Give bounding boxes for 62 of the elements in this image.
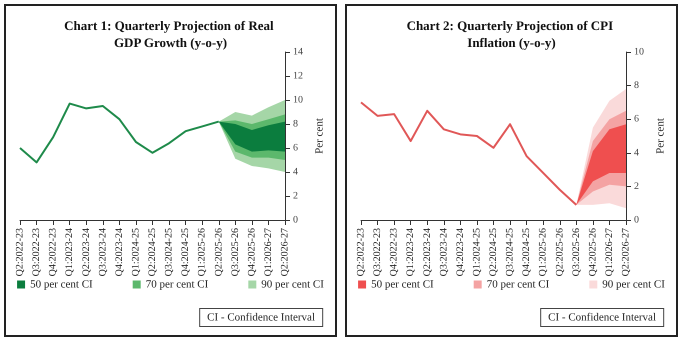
x-tick-label: Q3:2022-23	[372, 228, 384, 276]
y-tick-label: 2	[293, 190, 298, 202]
x-tick-label: Q2:2026-27	[280, 228, 290, 276]
line-series	[360, 101, 578, 206]
x-tick-label: Q1:2023-24	[405, 228, 416, 276]
x-tick-label: Q1:2024-25	[130, 228, 142, 276]
y-tick-label: 0	[634, 214, 639, 226]
x-tick-label: Q2:2023-24	[422, 228, 433, 276]
y-tick-label: 6	[634, 114, 639, 125]
legend-label: 70 per cent CI	[146, 278, 209, 290]
legend-label: 50 per cent CI	[30, 278, 94, 290]
text: CI - Confidence Interval	[548, 312, 656, 324]
y-tick-label: 4	[634, 147, 639, 158]
text: CI - Confidence Interval	[207, 312, 316, 324]
x-tick-label: Q2:2025-26	[554, 228, 566, 276]
x-tick-label: Q1:2026-27	[262, 228, 274, 276]
x-tick-label: Q1:2026-27	[604, 228, 615, 276]
x-tick-label: Q1:2023-24	[64, 228, 76, 276]
y-tick-label: 0	[293, 214, 298, 226]
y-tick-label: 10	[293, 94, 303, 106]
x-tick-label: Q2:2023-24	[80, 228, 92, 276]
x-tick-label: Q2:2026-27	[620, 228, 632, 276]
x-tick-label: Q4:2023-24	[114, 228, 125, 276]
y-tick-label: 10	[634, 46, 644, 58]
line-series	[19, 102, 220, 164]
x-tick-label: Q4:2022-23	[48, 228, 59, 276]
y-tick-label: 4	[293, 166, 298, 178]
y-tick-label: 14	[293, 46, 303, 58]
x-tick-label: Q2:2022-23	[14, 228, 26, 276]
y-tick-label: 2	[634, 180, 639, 192]
x-tick-label: Q3:2024-25	[504, 228, 516, 276]
x-tick-label: Q4:2023-24	[454, 228, 466, 276]
chart-title: Chart 2: Quarterly Projection of CPI Inflation (y-o-y)	[406, 18, 616, 50]
y-tick-label: 8	[634, 80, 639, 92]
legend-label: 90 per cent CI	[261, 278, 324, 290]
x-tick-label: Q2:2024-25	[488, 228, 499, 276]
x-tick-label: Q2:2022-23	[356, 228, 366, 276]
x-tick-label: Q4:2024-25	[180, 228, 192, 276]
x-tick-label: Q4:2025-26	[246, 228, 258, 276]
y-axis-title: Per cent	[313, 118, 326, 154]
x-tick-label: Q4:2024-25	[521, 228, 532, 276]
x-tick-label: Q1:2024-25	[471, 228, 482, 276]
chart-title: Chart 1: Quarterly Projection of Real GDP Growth (y-o-y)	[64, 18, 277, 50]
x-tick-label: Q3:2025-26	[230, 228, 241, 276]
x-tick-label: Q2:2025-26	[213, 228, 224, 276]
y-tick-label: 6	[293, 142, 298, 154]
legend-label: 90 per cent CI	[602, 278, 666, 290]
x-tick-label: Q3:2023-24	[438, 228, 450, 276]
x-tick-label: Q1:2025-26	[196, 228, 208, 276]
y-axis-title: Per cent	[654, 118, 666, 154]
legend-label: 70 per cent CI	[486, 278, 550, 290]
y-tick-label: 12	[293, 70, 303, 82]
y-tick-label: 8	[293, 118, 298, 130]
x-tick-label: Q3:2024-25	[164, 228, 175, 276]
x-tick-label: Q1:2025-26	[538, 228, 549, 276]
x-tick-label: Q2:2024-25	[147, 228, 158, 276]
x-tick-label: Q3:2022-23	[31, 228, 42, 276]
x-tick-label: Q4:2025-26	[587, 228, 598, 276]
legend-label: 50 per cent CI	[371, 278, 434, 290]
x-tick-label: Q3:2023-24	[97, 228, 108, 276]
x-tick-label: Q3:2025-26	[570, 228, 582, 276]
x-tick-label: Q4:2022-23	[388, 228, 400, 276]
